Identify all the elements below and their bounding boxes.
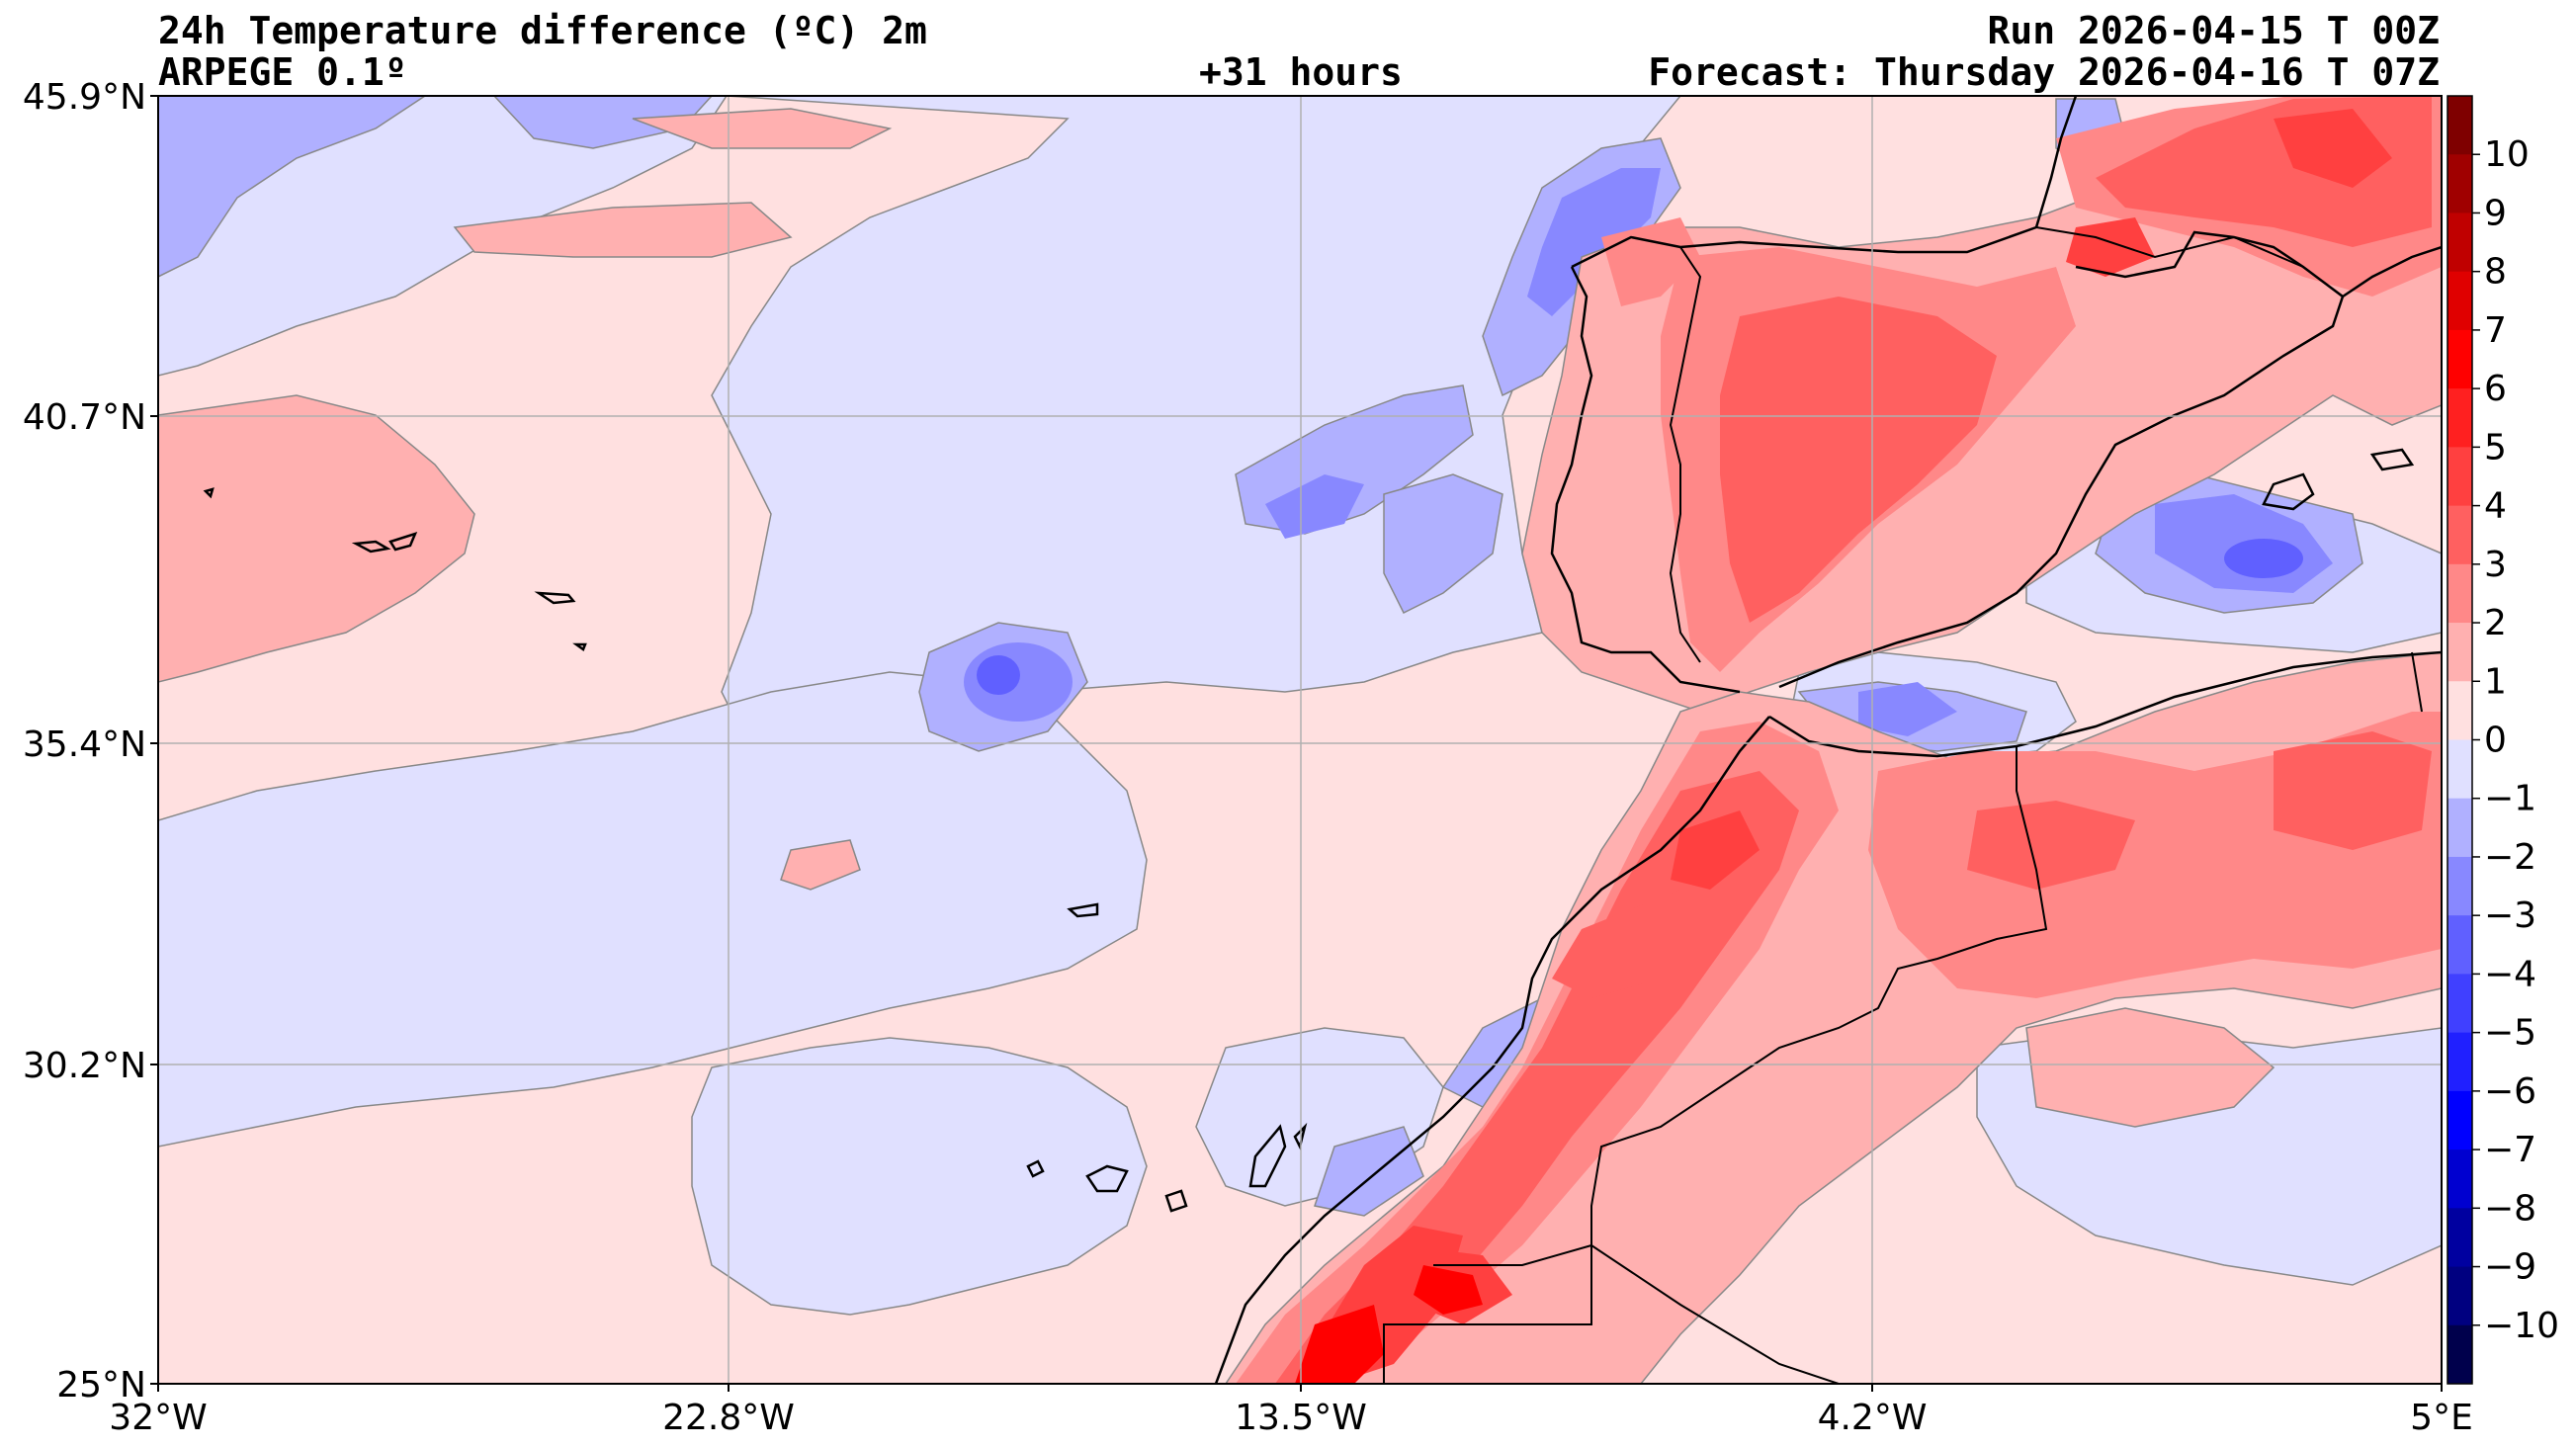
colorbar-tick-label: −2 bbox=[2484, 837, 2536, 878]
lon-axis: 32°W 22.8°W 13.5°W 4.2°W 5°E bbox=[109, 1384, 2473, 1438]
lat-label: 35.4°N bbox=[23, 724, 146, 765]
colorbar-tick-label: 4 bbox=[2484, 486, 2507, 527]
colorbar-swatch bbox=[2447, 974, 2472, 1034]
lat-label: 45.9°N bbox=[23, 77, 146, 118]
colorbar-swatch bbox=[2447, 96, 2472, 155]
colorbar-swatch bbox=[2447, 1090, 2472, 1150]
colorbar-swatch bbox=[2447, 447, 2472, 507]
colorbar-swatch bbox=[2447, 798, 2472, 858]
lon-label: 32°W bbox=[109, 1398, 207, 1438]
colorbar-tick-label: −9 bbox=[2484, 1247, 2536, 1288]
model-name: ARPEGE 0.1º bbox=[158, 50, 407, 94]
colorbar-tick-label: 0 bbox=[2484, 721, 2507, 761]
coastlines bbox=[203, 96, 2442, 1384]
colorbar-swatch bbox=[2447, 915, 2472, 975]
colorbar-tick-label: −5 bbox=[2484, 1013, 2536, 1054]
graticule bbox=[158, 96, 2442, 1384]
colorbar-swatch bbox=[2447, 505, 2472, 565]
lat-axis: 45.9°N 40.7°N 35.4°N 30.2°N 25°N bbox=[23, 77, 158, 1405]
colorbar-swatch bbox=[2447, 388, 2472, 448]
colorbar-tick-label: 8 bbox=[2484, 252, 2507, 293]
colorbar-swatch bbox=[2447, 154, 2472, 213]
colorbar-tick-label: −7 bbox=[2484, 1130, 2536, 1170]
hottest-cores bbox=[1295, 1265, 1483, 1384]
lat-label: 25°N bbox=[56, 1365, 146, 1405]
colorbar-tick-label: 7 bbox=[2484, 310, 2507, 351]
colorbar-tick-label: −1 bbox=[2484, 779, 2536, 819]
colorbar-tick-label: 6 bbox=[2484, 369, 2507, 409]
colorbar-swatch bbox=[2447, 1324, 2472, 1385]
forecast-time: Forecast: Thursday 2026-04-16 T 07Z bbox=[1648, 50, 2440, 94]
colorbar-swatch bbox=[2447, 1266, 2472, 1326]
colorbar-tick-label: 1 bbox=[2484, 661, 2507, 702]
colorbar-tick-label: 5 bbox=[2484, 427, 2507, 468]
colorbar-swatch bbox=[2447, 1208, 2472, 1268]
colorbar-swatch bbox=[2447, 329, 2472, 389]
lon-label: 5°E bbox=[2410, 1398, 2473, 1438]
colorbar-tick-label: 10 bbox=[2484, 134, 2530, 175]
lon-label: 4.2°W bbox=[1818, 1398, 1928, 1438]
colorbar-tick-label: −4 bbox=[2484, 954, 2536, 994]
colorbar-swatch bbox=[2447, 1032, 2472, 1092]
colorbar-swatch bbox=[2447, 681, 2472, 740]
colorbar-tick-label: −3 bbox=[2484, 895, 2536, 936]
colorbar-tick-label: −8 bbox=[2484, 1188, 2536, 1229]
colorbar-swatch bbox=[2447, 213, 2472, 273]
map-title: 24h Temperature difference (ºC) 2m bbox=[158, 9, 927, 52]
run-time: Run 2026-04-15 T 00Z bbox=[1987, 9, 2440, 52]
colorbar-tick-label: −10 bbox=[2484, 1306, 2559, 1346]
lon-label: 13.5°W bbox=[1235, 1398, 1367, 1438]
lat-label: 40.7°N bbox=[23, 397, 146, 438]
colorbar-swatch bbox=[2447, 739, 2472, 800]
hot-regions bbox=[1275, 96, 2432, 1384]
colorbar-tick-label: 9 bbox=[2484, 193, 2507, 233]
colorbar-tick-label: −6 bbox=[2484, 1071, 2536, 1112]
lead-time: +31 hours bbox=[1199, 50, 1403, 94]
colorbar-swatch bbox=[2447, 623, 2472, 682]
lat-label: 30.2°N bbox=[23, 1046, 146, 1086]
colorbar-swatch bbox=[2447, 856, 2472, 916]
colorbar-swatch bbox=[2447, 1150, 2472, 1209]
temperature-field bbox=[158, 96, 2442, 1384]
colorbar-swatch bbox=[2447, 563, 2472, 624]
coldest-cores bbox=[977, 539, 2303, 695]
colorbar-swatch bbox=[2447, 271, 2472, 331]
lon-label: 22.8°W bbox=[662, 1398, 795, 1438]
borders bbox=[1383, 226, 2423, 1384]
colorbar-tick-label: 2 bbox=[2484, 603, 2507, 643]
colorbar-tick-label: 3 bbox=[2484, 545, 2507, 585]
